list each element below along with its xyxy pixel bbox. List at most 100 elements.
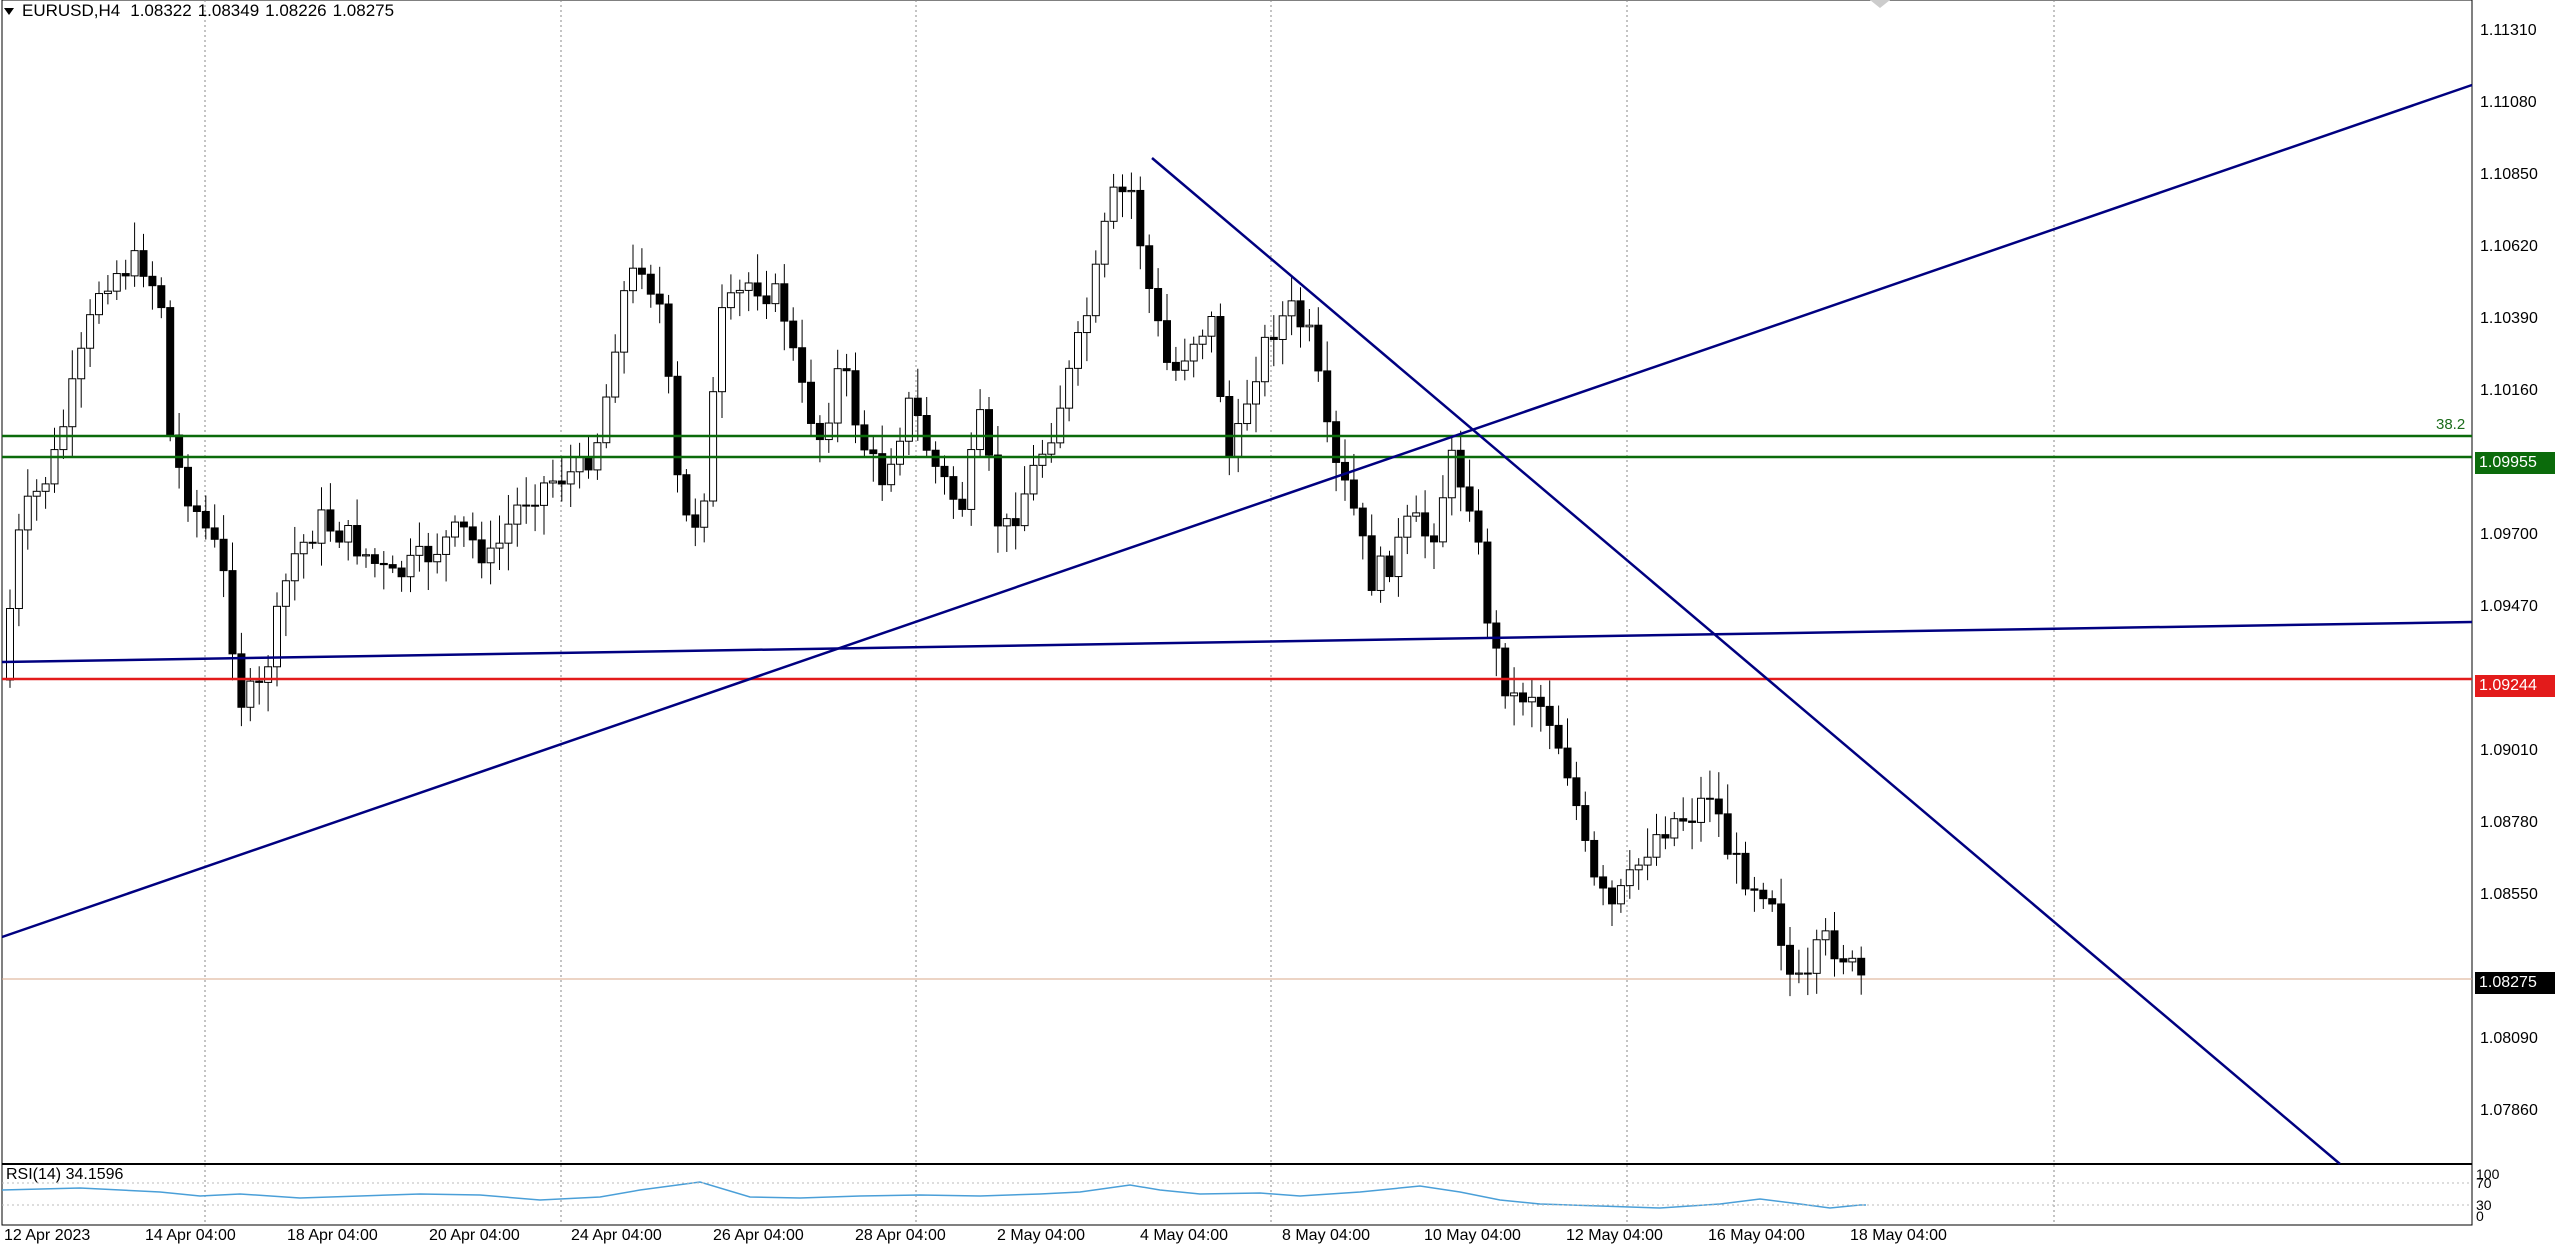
bear-candle bbox=[308, 541, 317, 544]
bear-candle bbox=[1269, 336, 1278, 340]
bear-candle bbox=[1501, 647, 1510, 697]
bull-candle bbox=[1127, 189, 1136, 193]
ascending-trendline[interactable] bbox=[1, 83, 2473, 939]
price-label: 1.07860 bbox=[2480, 1102, 2538, 1119]
bull-candle bbox=[273, 605, 281, 668]
bear-candle bbox=[157, 285, 166, 309]
horizontal-trendline[interactable] bbox=[1, 620, 2473, 664]
bear-candle bbox=[940, 465, 949, 478]
bear-candle bbox=[1803, 972, 1812, 975]
bull-candle bbox=[513, 504, 522, 525]
bull-candle bbox=[1527, 696, 1536, 703]
bear-candle bbox=[1163, 320, 1171, 363]
bull-candle bbox=[1634, 864, 1643, 871]
bull-candle bbox=[602, 396, 611, 444]
bull-candle bbox=[77, 347, 86, 380]
bear-candle bbox=[370, 554, 379, 564]
bull-candle bbox=[1403, 515, 1412, 538]
bull-candle bbox=[833, 368, 842, 424]
bull-candle bbox=[1020, 493, 1029, 527]
bull-candle bbox=[1616, 885, 1625, 905]
time-label: 26 Apr 04:00 bbox=[713, 1227, 804, 1244]
bear-candle bbox=[1777, 903, 1786, 946]
dropdown-triangle-icon[interactable] bbox=[4, 7, 14, 15]
price-label: 1.10620 bbox=[2480, 238, 2538, 255]
bull-candle bbox=[1056, 407, 1065, 444]
bear-candle bbox=[228, 570, 237, 655]
bull-candle bbox=[1278, 315, 1287, 340]
close-value: 1.08275 bbox=[332, 1, 395, 20]
time-label: 24 Apr 04:00 bbox=[571, 1227, 662, 1244]
bear-candle bbox=[1430, 535, 1438, 543]
time-label: 18 May 04:00 bbox=[1850, 1227, 1947, 1244]
high-value: 1.08349 bbox=[197, 1, 260, 20]
bear-candle bbox=[1608, 887, 1616, 905]
bear-candle bbox=[184, 466, 192, 507]
bear-candle bbox=[931, 449, 940, 467]
bear-candle bbox=[139, 250, 148, 277]
bear-candle bbox=[913, 397, 922, 417]
bear-candle bbox=[1563, 747, 1572, 779]
descending-trendline[interactable] bbox=[1151, 157, 2341, 1165]
bull-candle bbox=[1376, 555, 1385, 591]
bull-candle bbox=[629, 267, 637, 292]
bull-candle bbox=[1697, 797, 1705, 823]
price-label: 1.08780 bbox=[2480, 814, 2538, 831]
bear-candle bbox=[1154, 287, 1163, 322]
bear-candle bbox=[1349, 479, 1358, 509]
time-label: 10 May 04:00 bbox=[1424, 1227, 1521, 1244]
current-price-tag: 1.08275 bbox=[2475, 972, 2555, 994]
bull-candle bbox=[1100, 220, 1109, 265]
bear-candle bbox=[148, 275, 157, 287]
bear-candle bbox=[691, 514, 700, 528]
bear-candle bbox=[584, 456, 593, 471]
bull-candle bbox=[486, 547, 495, 564]
bear-candle bbox=[1554, 724, 1563, 749]
bull-candle bbox=[887, 463, 896, 486]
bear-candle bbox=[1581, 805, 1590, 841]
bear-candle bbox=[1136, 189, 1145, 247]
bear-candle bbox=[1661, 834, 1670, 839]
price-label: 1.09470 bbox=[2480, 598, 2538, 615]
bear-candle bbox=[1492, 622, 1501, 649]
bear-candle bbox=[1385, 555, 1394, 578]
bear-candle bbox=[1590, 839, 1599, 878]
bear-candle bbox=[1483, 541, 1492, 624]
bull-candle bbox=[264, 666, 273, 683]
bear-candle bbox=[1358, 507, 1367, 537]
bear-candle bbox=[842, 368, 851, 372]
bull-candle bbox=[344, 525, 353, 543]
rsi-axis-label: 30 bbox=[2476, 1197, 2492, 1213]
bear-candle bbox=[1786, 944, 1794, 975]
price-label: 1.11080 bbox=[2480, 94, 2537, 111]
bull-candle bbox=[1109, 186, 1118, 222]
bull-candle bbox=[896, 440, 904, 465]
bear-candle bbox=[1216, 316, 1225, 397]
bear-candle bbox=[1599, 876, 1608, 889]
time-label: 12 Apr 2023 bbox=[4, 1227, 91, 1244]
rsi-axis-label: 100 bbox=[2476, 1166, 2500, 1182]
bear-candle bbox=[522, 504, 531, 507]
bear-candle bbox=[1705, 797, 1714, 800]
bull-candle bbox=[59, 426, 68, 451]
bull-candle bbox=[415, 545, 424, 556]
bull-candle bbox=[1207, 316, 1216, 337]
time-label: 2 May 04:00 bbox=[997, 1227, 1086, 1244]
bull-candle bbox=[299, 541, 308, 555]
price-label: 1.09700 bbox=[2480, 526, 2538, 543]
bear-candle bbox=[869, 449, 878, 455]
rsi-indicator-label: RSI(14) 34.1596 bbox=[6, 1166, 124, 1183]
bear-candle bbox=[922, 415, 931, 451]
bull-candle bbox=[1243, 403, 1252, 425]
bull-candle bbox=[771, 283, 780, 305]
bull-candle bbox=[1794, 972, 1803, 975]
bear-candle bbox=[121, 273, 130, 277]
bull-candle bbox=[1234, 423, 1243, 457]
bull-candle bbox=[1198, 335, 1207, 345]
bear-candle bbox=[424, 545, 433, 563]
bear-candle bbox=[1171, 361, 1180, 371]
bear-candle bbox=[1323, 370, 1332, 423]
bear-candle bbox=[815, 422, 824, 441]
bear-candle bbox=[1714, 798, 1723, 815]
